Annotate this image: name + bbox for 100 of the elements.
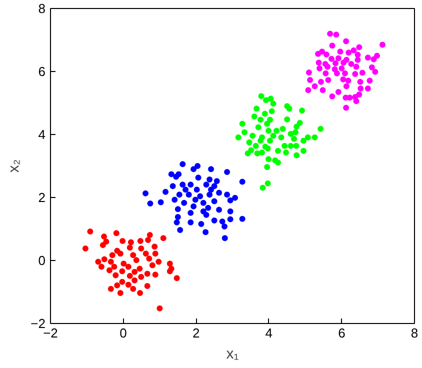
- point: [364, 86, 371, 92]
- point: [190, 203, 197, 210]
- point: [111, 264, 118, 270]
- point: [180, 161, 186, 168]
- point: [168, 171, 174, 178]
- point: [255, 124, 262, 130]
- point: [329, 42, 336, 49]
- point: [266, 116, 273, 123]
- point: [372, 68, 378, 75]
- point: [357, 78, 364, 85]
- point: [275, 160, 281, 166]
- point: [270, 132, 276, 139]
- point: [101, 234, 108, 240]
- point: [119, 268, 126, 274]
- point: [288, 130, 294, 137]
- point: [337, 48, 344, 55]
- point: [117, 250, 124, 257]
- point: [192, 196, 198, 203]
- point: [130, 252, 136, 258]
- point: [354, 52, 361, 58]
- point: [258, 93, 264, 100]
- point: [174, 206, 181, 212]
- point: [232, 194, 238, 201]
- y-tick-label: 6: [38, 64, 46, 79]
- point: [98, 264, 104, 270]
- point: [174, 275, 180, 282]
- point: [300, 138, 306, 144]
- point: [296, 120, 303, 126]
- point: [170, 183, 176, 190]
- point: [374, 52, 380, 59]
- point: [312, 134, 318, 140]
- point: [222, 235, 228, 242]
- point: [328, 56, 335, 62]
- point: [147, 200, 154, 206]
- y-tick-label: 2: [38, 190, 46, 205]
- point: [266, 138, 273, 144]
- point: [268, 96, 274, 102]
- point: [325, 77, 332, 83]
- point: [194, 186, 200, 193]
- point: [142, 190, 149, 196]
- point: [318, 78, 324, 85]
- point: [216, 190, 222, 196]
- point: [274, 128, 280, 134]
- point: [340, 76, 346, 82]
- point: [335, 88, 342, 95]
- point: [264, 180, 271, 186]
- point: [211, 218, 218, 224]
- point: [188, 219, 194, 226]
- point: [227, 208, 234, 214]
- point: [264, 145, 271, 152]
- point: [126, 272, 133, 279]
- point: [188, 182, 194, 188]
- point: [162, 188, 169, 195]
- point: [252, 142, 259, 149]
- point: [186, 192, 192, 198]
- point: [262, 110, 268, 117]
- point: [306, 69, 312, 76]
- point: [251, 114, 258, 120]
- point: [132, 268, 138, 275]
- point: [136, 266, 143, 272]
- point: [305, 87, 312, 94]
- point: [343, 38, 350, 44]
- point: [262, 97, 269, 104]
- point: [294, 124, 300, 130]
- point: [335, 55, 342, 62]
- point: [108, 258, 114, 265]
- y-tick-label: 0: [38, 253, 46, 268]
- point: [152, 272, 158, 278]
- point: [291, 136, 298, 142]
- point: [160, 235, 166, 242]
- y-tick-label: −2: [30, 316, 46, 331]
- point: [266, 128, 272, 134]
- x-tick-label: 6: [338, 326, 346, 340]
- point: [284, 116, 290, 122]
- point: [109, 252, 116, 258]
- point: [197, 193, 204, 200]
- point: [356, 92, 362, 98]
- point: [292, 129, 298, 136]
- point: [174, 219, 180, 226]
- point: [224, 168, 230, 175]
- point: [138, 274, 144, 280]
- point: [307, 77, 314, 83]
- point: [282, 142, 288, 149]
- x-tick-label: 8: [410, 326, 418, 340]
- point: [264, 164, 270, 170]
- point: [146, 256, 152, 262]
- point: [113, 230, 120, 236]
- point: [266, 156, 272, 162]
- point: [316, 65, 322, 72]
- point: [87, 228, 94, 235]
- point: [203, 182, 210, 188]
- point: [166, 260, 173, 267]
- point: [275, 148, 281, 154]
- point: [137, 238, 144, 244]
- point: [120, 260, 127, 267]
- point: [342, 70, 348, 76]
- point: [350, 47, 357, 54]
- point: [356, 44, 362, 50]
- x-tick-label: 4: [265, 326, 273, 340]
- point: [211, 198, 218, 204]
